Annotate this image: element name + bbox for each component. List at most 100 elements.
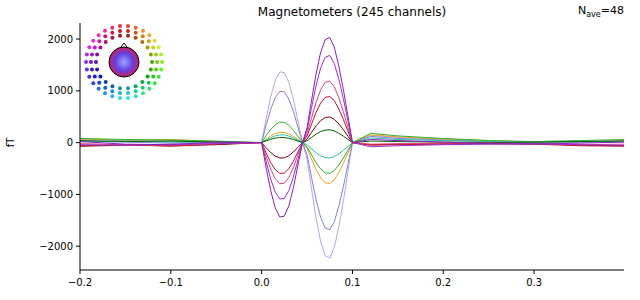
series-group: [80, 38, 624, 258]
n-ave-sub: ave: [586, 10, 601, 19]
sensor-dot: [103, 34, 107, 38]
x-tick: [443, 270, 444, 274]
sensor-dot: [98, 74, 102, 78]
sensor-dot: [159, 53, 163, 57]
head: [109, 47, 139, 77]
sensor-dot: [157, 75, 161, 79]
x-tick: [170, 270, 171, 274]
channel-line: [80, 81, 624, 184]
sensor-dot: [90, 53, 94, 57]
sensor-dot: [84, 60, 88, 64]
sensor-dot: [134, 36, 138, 40]
sensor-dot: [126, 34, 130, 38]
n-ave: Nave=48: [578, 4, 624, 19]
sensor-dot: [110, 31, 114, 35]
x-tick: [352, 270, 353, 274]
sensor-dot: [118, 96, 122, 100]
sensor-dot: [153, 81, 157, 85]
sensor-dot: [91, 39, 95, 43]
sensor-dot: [118, 24, 122, 28]
sensor-dot: [159, 68, 163, 72]
channel-line: [80, 96, 624, 173]
sensor-dot: [140, 40, 144, 44]
y-tick: [76, 246, 80, 247]
sensor-dot: [97, 87, 101, 91]
n-ave-base: N: [578, 4, 586, 17]
sensor-dot: [103, 91, 107, 95]
sensor-dot: [151, 45, 155, 49]
sensor-dot: [141, 86, 145, 90]
x-tick-label: −0.1: [159, 277, 183, 288]
channel-line: [80, 72, 624, 258]
sensor-dot: [160, 60, 164, 64]
sensor-dot: [110, 94, 114, 98]
sensor-dot: [104, 40, 108, 44]
channel-line: [80, 38, 624, 217]
sensor-dot: [95, 68, 99, 72]
y-tick: [76, 90, 80, 91]
sensor-dot: [97, 39, 101, 43]
x-tick: [80, 270, 81, 274]
sensor-dot: [134, 94, 138, 98]
sensor-dot: [103, 86, 107, 90]
x-tick-label: 0.3: [526, 277, 542, 288]
sensor-dot: [89, 60, 93, 64]
y-tick: [76, 39, 80, 40]
channel-line: [80, 55, 624, 199]
sensor-dot: [151, 75, 155, 79]
sensor-dot: [93, 45, 97, 49]
x-tick: [261, 270, 262, 274]
sensor-dot: [126, 86, 130, 90]
sensor-dot: [110, 84, 114, 88]
sensor-dot: [147, 39, 151, 43]
sensor-dot: [97, 81, 101, 85]
y-axis: [80, 23, 81, 270]
x-tick-label: 0.1: [345, 277, 361, 288]
sensor-dot: [157, 45, 161, 49]
sensor-dot: [98, 46, 102, 50]
sensor-dot: [149, 53, 153, 57]
sensor-dot: [140, 80, 144, 84]
sensor-dot: [155, 60, 159, 64]
y-tick: [76, 142, 80, 143]
sensor-dot: [118, 91, 122, 95]
sensor-dot: [91, 81, 95, 85]
sensor-dot: [118, 29, 122, 33]
sensor-dot: [154, 68, 158, 72]
sensor-dot: [93, 75, 97, 79]
nose: [121, 43, 127, 47]
sensor-dot: [87, 75, 91, 79]
sensor-dot: [134, 31, 138, 35]
sensor-dot: [147, 33, 151, 37]
y-tick-label: 1000: [48, 85, 73, 96]
x-tick-label: 0.0: [254, 277, 270, 288]
sensor-dot: [126, 29, 130, 33]
sensor-dot: [95, 53, 99, 57]
sensor-dot: [154, 53, 158, 57]
sensor-dot: [149, 68, 153, 72]
sensor-dot: [118, 86, 122, 90]
sensor-dot: [85, 68, 89, 72]
sensor-dot: [110, 36, 114, 40]
channel-line: [80, 91, 624, 229]
sensor-inset: [84, 24, 164, 100]
sensor-dot: [134, 84, 138, 88]
x-tick-label: 0.2: [435, 277, 451, 288]
sensor-dot: [97, 33, 101, 37]
sensor-dot: [146, 46, 150, 50]
channel-line: [80, 122, 624, 173]
sensor-dot: [150, 60, 154, 64]
sensor-dot: [141, 91, 145, 95]
sensor-dot: [110, 89, 114, 93]
y-tick: [76, 194, 80, 195]
sensor-dot: [147, 87, 151, 91]
sensor-dot: [126, 24, 130, 28]
y-tick-label: −1000: [39, 189, 73, 200]
title: Magnetometers (245 channels): [258, 5, 446, 19]
sensor-dot: [103, 29, 107, 33]
sensor-dot: [90, 68, 94, 72]
sensor-dot: [153, 39, 157, 43]
sensor-dot: [126, 96, 130, 100]
chart: −0.2−0.10.00.10.20.3−2000−1000010002000M…: [0, 0, 640, 300]
sensor-dot: [118, 34, 122, 38]
